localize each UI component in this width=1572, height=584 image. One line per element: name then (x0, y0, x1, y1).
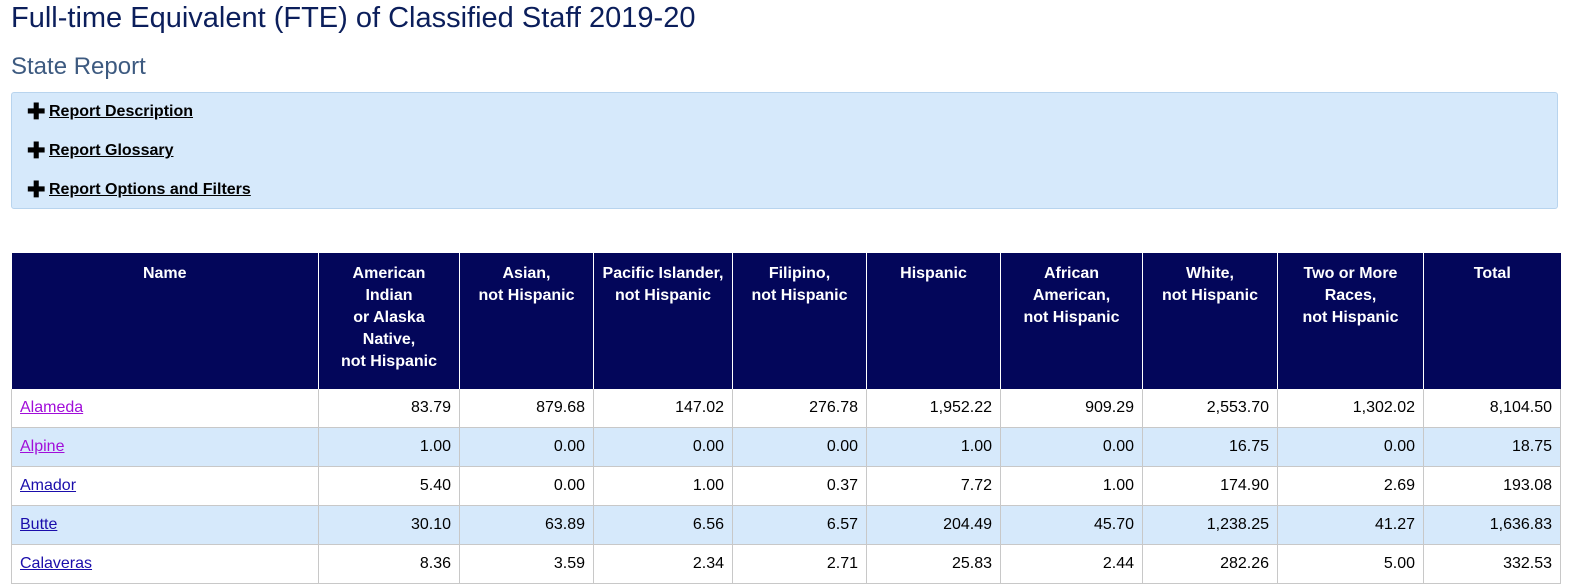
col-header-filipino[interactable]: Filipino, not Hispanic (732, 253, 867, 389)
cell-value: 6.56 (593, 505, 733, 545)
table-row: Butte 30.10 63.89 6.56 6.57 204.49 45.70 1,238.… (11, 505, 1561, 545)
col-header-two-or-more[interactable]: Two or More Races, not Hispanic (1277, 253, 1424, 389)
cell-name: Amador (11, 466, 319, 506)
cell-value: 7.72 (866, 466, 1001, 506)
cell-name: Alpine (11, 427, 319, 467)
cell-value: 8,104.50 (1423, 389, 1561, 428)
cell-value: 63.89 (459, 505, 594, 545)
county-link[interactable]: Calaveras (20, 555, 93, 572)
plus-icon: ✚ (27, 99, 46, 124)
cell-value: 5.40 (318, 466, 460, 506)
cell-value: 41.27 (1277, 505, 1424, 545)
table-row: Alameda 83.79 879.68 147.02 276.78 1,952.22 90… (11, 389, 1561, 428)
cell-value: 0.37 (732, 466, 867, 506)
cell-value: 2.69 (1277, 466, 1424, 506)
cell-value: 2.71 (732, 544, 867, 584)
cell-value: 0.00 (593, 427, 733, 467)
accordion-report-options[interactable]: ✚ Report Options and Filters (27, 179, 251, 201)
cell-value: 1.00 (318, 427, 460, 467)
cell-value: 3.59 (459, 544, 594, 584)
county-link[interactable]: Butte (20, 516, 58, 533)
cell-value: 332.53 (1423, 544, 1561, 584)
table-row: Calaveras 8.36 3.59 2.34 2.71 25.83 2.44 282.26… (11, 544, 1561, 584)
col-header-white[interactable]: White, not Hispanic (1142, 253, 1278, 389)
cell-value: 879.68 (459, 389, 594, 428)
cell-value: 909.29 (1000, 389, 1143, 428)
cell-value: 174.90 (1142, 466, 1278, 506)
cell-value: 0.00 (459, 427, 594, 467)
report-accordion: ✚ Report Description ✚ Report Glossary ✚… (11, 92, 1558, 209)
accordion-report-glossary[interactable]: ✚ Report Glossary (27, 140, 173, 162)
cell-value: 204.49 (866, 505, 1001, 545)
page-subtitle: State Report (11, 53, 146, 80)
cell-name: Butte (11, 505, 319, 545)
col-header-american-indian[interactable]: American Indian or Alaska Native, not Hi… (318, 253, 460, 389)
cell-value: 2.44 (1000, 544, 1143, 584)
table-header-row: Name American Indian or Alaska Native, n… (11, 253, 1561, 389)
county-link[interactable]: Alpine (20, 438, 65, 455)
cell-value: 147.02 (593, 389, 733, 428)
plus-icon: ✚ (27, 177, 46, 202)
cell-value: 2.34 (593, 544, 733, 584)
cell-value: 18.75 (1423, 427, 1561, 467)
cell-value: 0.00 (459, 466, 594, 506)
cell-value: 193.08 (1423, 466, 1561, 506)
cell-value: 30.10 (318, 505, 460, 545)
cell-value: 1.00 (1000, 466, 1143, 506)
col-header-pacific-islander[interactable]: Pacific Islander, not Hispanic (593, 253, 733, 389)
county-link[interactable]: Amador (20, 477, 77, 494)
cell-value: 16.75 (1142, 427, 1278, 467)
col-header-hispanic[interactable]: Hispanic (866, 253, 1001, 389)
cell-value: 6.57 (732, 505, 867, 545)
county-link[interactable]: Alameda (20, 399, 84, 416)
cell-value: 282.26 (1142, 544, 1278, 584)
cell-value: 1,302.02 (1277, 389, 1424, 428)
cell-value: 5.00 (1277, 544, 1424, 584)
accordion-label[interactable]: Report Options and Filters (49, 181, 251, 198)
cell-value: 1,238.25 (1142, 505, 1278, 545)
cell-value: 83.79 (318, 389, 460, 428)
page-title: Full-time Equivalent (FTE) of Classified… (11, 2, 696, 34)
cell-name: Alameda (11, 389, 319, 428)
cell-value: 1.00 (593, 466, 733, 506)
cell-value: 45.70 (1000, 505, 1143, 545)
col-header-name[interactable]: Name (11, 253, 319, 389)
cell-value: 2,553.70 (1142, 389, 1278, 428)
report-table: Name American Indian or Alaska Native, n… (11, 253, 1561, 584)
table-row: Alpine 1.00 0.00 0.00 0.00 1.00 0.00 16.75 0.00 1… (11, 427, 1561, 467)
col-header-african-american[interactable]: African American, not Hispanic (1000, 253, 1143, 389)
cell-name: Calaveras (11, 544, 319, 584)
cell-value: 1.00 (866, 427, 1001, 467)
table-row: Amador 5.40 0.00 1.00 0.37 7.72 1.00 174.90 2.69… (11, 466, 1561, 506)
cell-value: 25.83 (866, 544, 1001, 584)
cell-value: 0.00 (732, 427, 867, 467)
cell-value: 276.78 (732, 389, 867, 428)
accordion-label[interactable]: Report Glossary (49, 142, 174, 159)
cell-value: 0.00 (1000, 427, 1143, 467)
plus-icon: ✚ (27, 138, 46, 163)
cell-value: 1,952.22 (866, 389, 1001, 428)
cell-value: 0.00 (1277, 427, 1424, 467)
col-header-total[interactable]: Total (1423, 253, 1561, 389)
accordion-report-description[interactable]: ✚ Report Description (27, 101, 193, 123)
col-header-asian[interactable]: Asian, not Hispanic (459, 253, 594, 389)
accordion-label[interactable]: Report Description (49, 103, 194, 120)
cell-value: 1,636.83 (1423, 505, 1561, 545)
